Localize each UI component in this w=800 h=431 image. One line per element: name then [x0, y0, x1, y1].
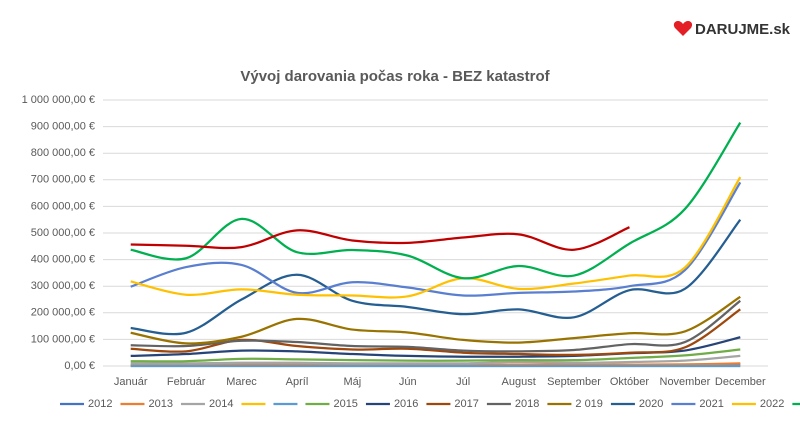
y-tick-label: 600 000,00 € [31, 200, 95, 212]
x-tick-label: November [660, 376, 711, 388]
legend-label: 2 019 [575, 398, 603, 410]
x-tick-label: September [547, 376, 601, 388]
legend-label: 2017 [454, 398, 478, 410]
x-tick-label: Október [610, 376, 649, 388]
x-tick-label: Júl [456, 376, 470, 388]
logo: DARUJME.sk [695, 21, 791, 38]
series-line [130, 176, 742, 299]
x-tick-label: Apríl [286, 376, 309, 388]
legend-label: 2013 [148, 398, 172, 410]
series-line [130, 181, 742, 297]
y-tick-label: 500 000,00 € [31, 227, 95, 239]
y-tick-label: 0,00 € [64, 360, 95, 372]
series-line [130, 218, 742, 336]
x-tick-label: Máj [344, 376, 362, 388]
y-tick-label: 900 000,00 € [31, 121, 95, 133]
legend-label: 2020 [639, 398, 663, 410]
x-tick-label: Marec [226, 376, 257, 388]
legend-label: 2018 [515, 398, 539, 410]
chart-title: Vývoj darovania počas roka - BEZ katastr… [240, 68, 550, 85]
legend-label: 2012 [88, 398, 112, 410]
y-tick-label: 700 000,00 € [31, 174, 95, 186]
x-tick-label: December [715, 376, 766, 388]
series-line [130, 348, 741, 363]
y-tick-label: 1 000 000,00 € [22, 94, 95, 106]
legend-label: 2014 [209, 398, 233, 410]
legend-label: 2015 [333, 398, 357, 410]
legend-label: 2021 [699, 398, 723, 410]
x-tick-label: Január [114, 376, 148, 388]
series-line [130, 226, 630, 251]
y-tick-label: 200 000,00 € [31, 307, 95, 319]
legend-label: 2022 [760, 398, 784, 410]
y-tick-label: 800 000,00 € [31, 147, 95, 159]
x-tick-label: Jún [399, 376, 417, 388]
series-line [130, 354, 741, 365]
logo-heart [673, 21, 693, 36]
x-tick-label: August [502, 376, 536, 388]
legend-label: 2016 [394, 398, 418, 410]
y-tick-label: 300 000,00 € [31, 280, 95, 292]
series-line [130, 295, 741, 345]
y-tick-label: 400 000,00 € [31, 254, 95, 266]
y-tick-label: 100 000,00 € [31, 333, 95, 345]
series-line [130, 122, 742, 280]
series-line [130, 299, 741, 353]
x-tick-label: Február [167, 376, 206, 388]
